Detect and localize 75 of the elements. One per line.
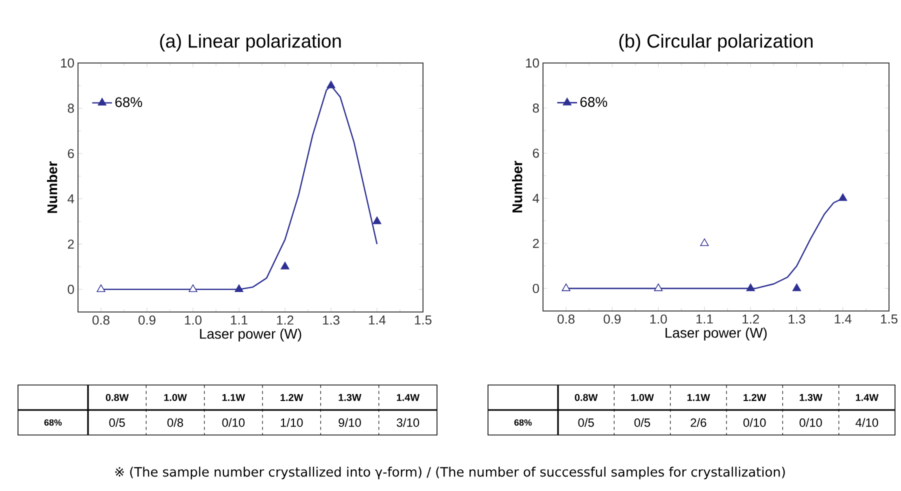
text: 0/5 xyxy=(578,418,594,427)
text: 1.0W xyxy=(164,394,187,402)
x-tick-label: 1.2 xyxy=(276,316,294,325)
x-tick-label: 1.5 xyxy=(880,314,898,324)
x-tick-label: 1.4 xyxy=(368,316,386,324)
text: ※ (The sample number crystallized into γ-form) / (The number of successful samples for crystallization) xyxy=(115,466,785,480)
legend-label: 68% xyxy=(115,97,142,108)
x-tick-label: 1.3 xyxy=(788,314,806,324)
x-tick-label: 0.9 xyxy=(604,314,621,324)
point xyxy=(792,284,802,292)
x-tick-label: 1.5 xyxy=(414,316,432,325)
x-axis-title: Laser power (W) xyxy=(666,328,767,341)
x-tick-label: 1.1 xyxy=(230,316,248,324)
y-tick-label: 8 xyxy=(68,104,74,113)
text: 3/10 xyxy=(396,418,420,427)
x-tick-label: 1.0 xyxy=(184,316,202,325)
y-tick-label: 6 xyxy=(532,148,539,158)
y-tick-label: 2 xyxy=(532,238,539,248)
y-tick-label: 10 xyxy=(61,58,74,68)
chart-title: (a) Linear polarization xyxy=(160,34,341,52)
y-axis-title: Number xyxy=(46,161,58,213)
text: 0/10 xyxy=(800,418,822,427)
legend-label: 68% xyxy=(580,97,608,107)
y-tick-label: 4 xyxy=(68,194,74,204)
x-tick-label: 1.0 xyxy=(650,314,667,324)
point xyxy=(96,284,106,292)
point xyxy=(700,238,709,246)
text: 1.3W xyxy=(338,394,362,402)
y-tick-label: 0 xyxy=(68,284,74,294)
y-axis-title: Number xyxy=(512,160,522,212)
text: 0/10 xyxy=(222,418,245,427)
y-tick-label: 2 xyxy=(68,240,74,249)
text: 2/6 xyxy=(690,418,706,427)
text: 1.1W xyxy=(222,394,246,401)
x-tick-label: 1.4 xyxy=(834,314,852,324)
point xyxy=(188,284,198,292)
text: 4/10 xyxy=(856,418,878,427)
point xyxy=(562,284,570,292)
x-tick-label: 1.2 xyxy=(742,314,759,324)
text: 1.2W xyxy=(744,394,766,401)
point xyxy=(372,216,382,224)
y-tick-label: 8 xyxy=(532,104,539,113)
text: 0/5 xyxy=(634,418,650,427)
text: 1/10 xyxy=(280,418,303,427)
text: 1.2W xyxy=(280,394,304,401)
y-tick-label: 10 xyxy=(526,58,539,68)
point xyxy=(746,284,755,292)
text: 0.8W xyxy=(106,394,129,402)
x-axis-title: Laser power (W) xyxy=(200,328,302,342)
text: 1.3W xyxy=(800,394,822,402)
point xyxy=(838,193,848,201)
text: 1.0W xyxy=(631,394,654,402)
text: 1.1W xyxy=(687,394,710,401)
x-tick-label: 0.8 xyxy=(558,314,575,324)
text: 0/8 xyxy=(167,418,184,427)
text: 0/5 xyxy=(109,418,125,427)
x-tick-label: 1.3 xyxy=(322,316,340,325)
x-tick-label: 0.9 xyxy=(138,316,156,325)
chart-title: (b) Circular polarization xyxy=(619,34,813,52)
text: 1.4W xyxy=(396,394,420,401)
y-tick-label: 4 xyxy=(532,194,540,203)
point xyxy=(280,262,290,270)
text: 9/10 xyxy=(338,418,361,427)
y-tick-label: 6 xyxy=(68,148,74,158)
text: 68% xyxy=(44,419,62,426)
text: 0.8W xyxy=(574,394,598,402)
text: 1.4W xyxy=(856,394,879,401)
y-tick-label: 0 xyxy=(532,284,539,294)
text: 0/10 xyxy=(743,418,766,427)
x-tick-label: 1.1 xyxy=(696,314,713,324)
point xyxy=(326,80,336,88)
text: 68% xyxy=(514,419,532,426)
point xyxy=(234,284,244,292)
point xyxy=(654,284,663,292)
x-tick-label: 0.8 xyxy=(92,316,110,325)
